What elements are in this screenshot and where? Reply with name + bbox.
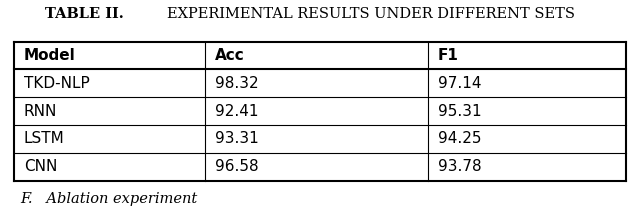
Text: RNN: RNN (24, 104, 57, 119)
Text: 98.32: 98.32 (215, 76, 259, 91)
Text: 94.25: 94.25 (438, 131, 481, 146)
Text: TKD-NLP: TKD-NLP (24, 76, 90, 91)
Text: EXPERIMENTAL RESULTS UNDER DIFFERENT SETS: EXPERIMENTAL RESULTS UNDER DIFFERENT SET… (167, 7, 575, 21)
Text: F1: F1 (438, 48, 459, 63)
Text: 95.31: 95.31 (438, 104, 481, 119)
Text: Model: Model (24, 48, 76, 63)
Text: 93.31: 93.31 (215, 131, 259, 146)
Text: LSTM: LSTM (24, 131, 65, 146)
Text: 97.14: 97.14 (438, 76, 481, 91)
Text: 92.41: 92.41 (215, 104, 259, 119)
Text: TABLE II.: TABLE II. (45, 7, 124, 21)
Text: CNN: CNN (24, 159, 57, 174)
Text: Acc: Acc (215, 48, 244, 63)
Text: 93.78: 93.78 (438, 159, 481, 174)
Text: F.   Ablation experiment: F. Ablation experiment (20, 192, 198, 206)
Text: 96.58: 96.58 (215, 159, 259, 174)
